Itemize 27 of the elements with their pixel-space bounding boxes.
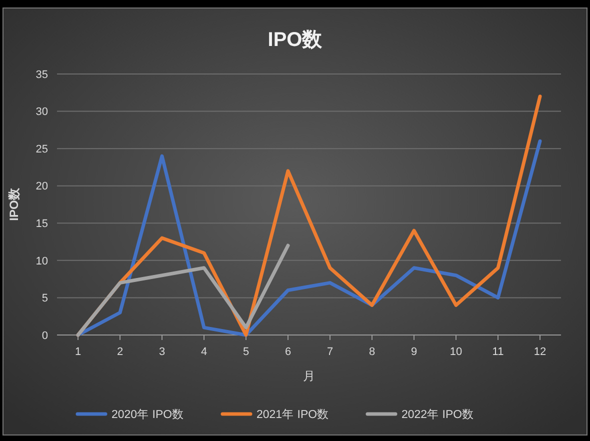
y-axis-title: IPO数 [7,187,21,221]
y-tick-label: 25 [36,143,48,156]
y-tick-label: 15 [36,218,48,230]
chart-title: IPO数 [268,29,324,51]
line-series [76,139,542,337]
x-tick-label: 4 [200,346,208,358]
legend-label: 2020年 IPO数 [112,408,184,422]
y-tick-label: 30 [36,106,48,118]
y-tick-label: 20 [36,180,48,193]
x-axis-title: 月 [303,369,315,383]
y-tick-label: 0 [42,330,48,342]
x-tick-label: 7 [326,346,334,358]
legend-label: 2022年 IPO数 [402,408,474,422]
x-tick-label: 5 [242,346,250,358]
y-tick-label: 10 [36,255,48,268]
x-tick-label: 2 [116,346,124,358]
legend-label: 2021年 IPO数 [256,408,330,422]
x-tick-label: 10 [450,346,462,358]
x-tick-label: 9 [410,346,418,358]
x-tick-label: 11 [492,346,504,358]
y-tick-label: 35 [36,68,48,81]
y-tick-label: 5 [42,292,48,305]
x-tick-label: 1 [74,346,82,358]
x-tick-label: 3 [158,346,166,358]
x-tick-label: 8 [368,346,376,358]
x-tick-label: 6 [284,346,292,358]
x-tick-label: 12 [534,346,546,358]
